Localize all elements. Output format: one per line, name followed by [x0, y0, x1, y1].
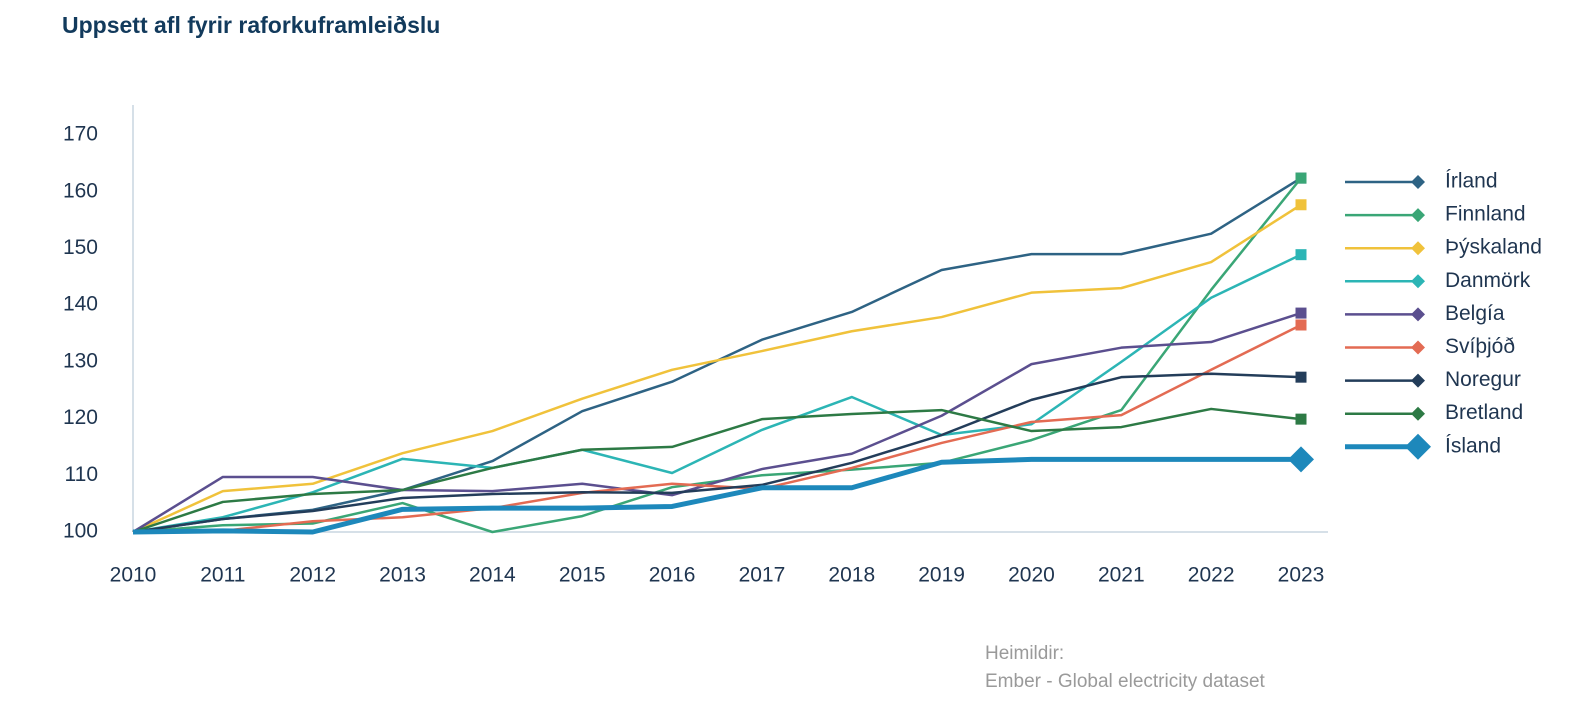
legend-label: Írland [1445, 170, 1498, 193]
y-tick-label: 160 [63, 179, 98, 202]
legend-marker [1411, 175, 1425, 189]
legend-marker [1411, 340, 1425, 355]
legend-marker [1411, 274, 1425, 289]
end-marker [1295, 371, 1307, 383]
legend-label: Danmörk [1445, 269, 1531, 292]
source-text: Ember - Global electricity dataset [985, 671, 1266, 692]
legend-label: Þýskaland [1445, 236, 1542, 259]
legend-marker [1411, 406, 1425, 421]
x-tick-label: 2013 [379, 564, 426, 587]
x-tick-label: 2018 [828, 564, 875, 587]
legend-marker [1405, 433, 1431, 460]
x-tick-label: 2020 [1008, 564, 1055, 587]
series-line [132, 456, 1301, 535]
x-tick-label: 2012 [289, 564, 336, 587]
end-marker [1295, 172, 1307, 184]
y-tick-label: 130 [63, 349, 98, 372]
series-line [132, 323, 1302, 534]
x-tick-label: 2022 [1188, 564, 1235, 587]
x-tick-label: 2010 [110, 564, 157, 587]
x-tick-label: 2019 [918, 564, 965, 587]
x-tick-label: 2015 [559, 564, 606, 587]
y-tick-label: 140 [63, 293, 98, 316]
x-tick-label: 2016 [649, 564, 696, 587]
y-tick-label: 110 [65, 463, 98, 486]
y-tick-label: 100 [63, 520, 98, 543]
x-tick-label: 2023 [1278, 564, 1325, 587]
chart-title: Uppsett afl fyrir raforkuframleiðslu [62, 12, 440, 38]
x-tick-label: 2017 [739, 564, 786, 587]
y-tick-label: 150 [63, 236, 98, 259]
end-marker [1295, 319, 1307, 331]
legend-marker [1411, 241, 1425, 256]
legend-label: Finnland [1445, 203, 1526, 226]
x-tick-label: 2014 [469, 564, 516, 587]
legend-label: Ísland [1445, 434, 1501, 457]
legend-label: Bretland [1445, 401, 1523, 424]
legend-marker [1411, 208, 1425, 223]
end-marker [1295, 199, 1307, 211]
legend-label: Belgía [1445, 302, 1505, 325]
series-line [132, 177, 1302, 534]
series-line [132, 253, 1302, 534]
x-tick-label: 2021 [1098, 564, 1145, 587]
end-marker [1295, 249, 1307, 261]
x-tick-label: 2011 [200, 564, 245, 587]
series-line [132, 407, 1302, 534]
legend-label: Svíþjóð [1445, 335, 1515, 358]
legend-marker [1411, 373, 1425, 388]
end-marker [1295, 413, 1307, 425]
y-tick-label: 120 [63, 406, 98, 429]
series-line [132, 372, 1302, 534]
legend-label: Noregur [1445, 368, 1521, 391]
source-label: Heimildir: [985, 643, 1064, 664]
y-tick-label: 170 [63, 123, 98, 146]
legend-marker [1411, 307, 1425, 322]
series-line [132, 311, 1302, 534]
end-marker [1288, 446, 1314, 473]
end-marker [1295, 307, 1307, 319]
series-line [132, 177, 1302, 534]
